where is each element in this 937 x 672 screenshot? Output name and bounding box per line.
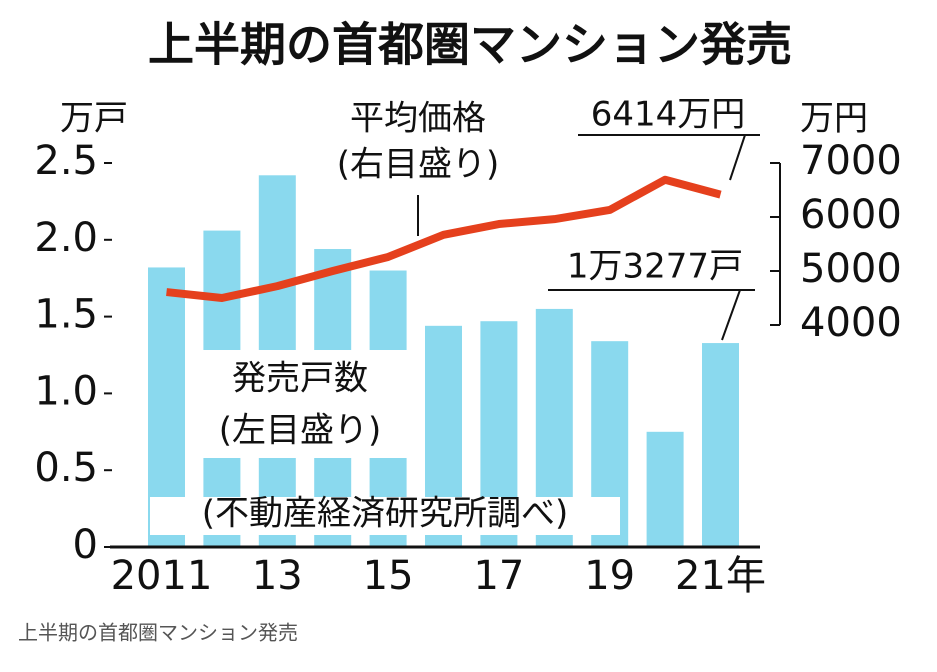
callout — [578, 134, 760, 181]
x-tick-label: 21年 — [675, 553, 766, 599]
bar — [646, 431, 684, 547]
y2-tick-label: 6000 — [800, 192, 902, 238]
series-label: 発売戸数 — [232, 359, 368, 399]
x-tick-label: 15 — [363, 553, 414, 599]
x-tick-label: 2011 — [111, 553, 213, 599]
y-tick-label: 1.0 — [34, 368, 98, 414]
x-tick-label: 19 — [584, 553, 635, 599]
series-label: 平均価格 — [350, 99, 486, 139]
label-backdrop — [196, 350, 408, 458]
y-tick-label: 2.0 — [34, 215, 98, 261]
y-axis-label: 万戸 — [60, 99, 128, 139]
x-tick-label: 13 — [252, 553, 303, 599]
value-label: 6414万円 — [591, 95, 746, 135]
x-tick-label: 17 — [473, 553, 524, 599]
y-tick-label: 0.5 — [34, 445, 98, 491]
source-note: (不動産経済研究所調べ) — [202, 494, 569, 534]
y2-tick-label: 5000 — [800, 246, 902, 292]
y2-tick-label: 4000 — [800, 300, 902, 346]
chart-title: 上半期の首都圏マンション発売 — [148, 18, 792, 72]
callout — [548, 289, 755, 341]
line — [166, 175, 722, 302]
y2-axis-label: 万円 — [800, 99, 868, 139]
annotation: (左目盛り) — [219, 411, 382, 451]
bar — [702, 343, 739, 547]
source-backdrop — [150, 497, 620, 535]
y-tick-label: 2.5 — [34, 138, 98, 184]
y2-tick-label: 7000 — [800, 138, 902, 184]
y-tick-label: 1.5 — [34, 292, 98, 338]
value-label: 1万3277戸 — [567, 247, 743, 287]
annotation: (右目盛り) — [337, 145, 500, 185]
caption: 上半期の首都圏マンション発売 — [18, 621, 298, 645]
y-tick-label: 0 — [73, 522, 98, 568]
